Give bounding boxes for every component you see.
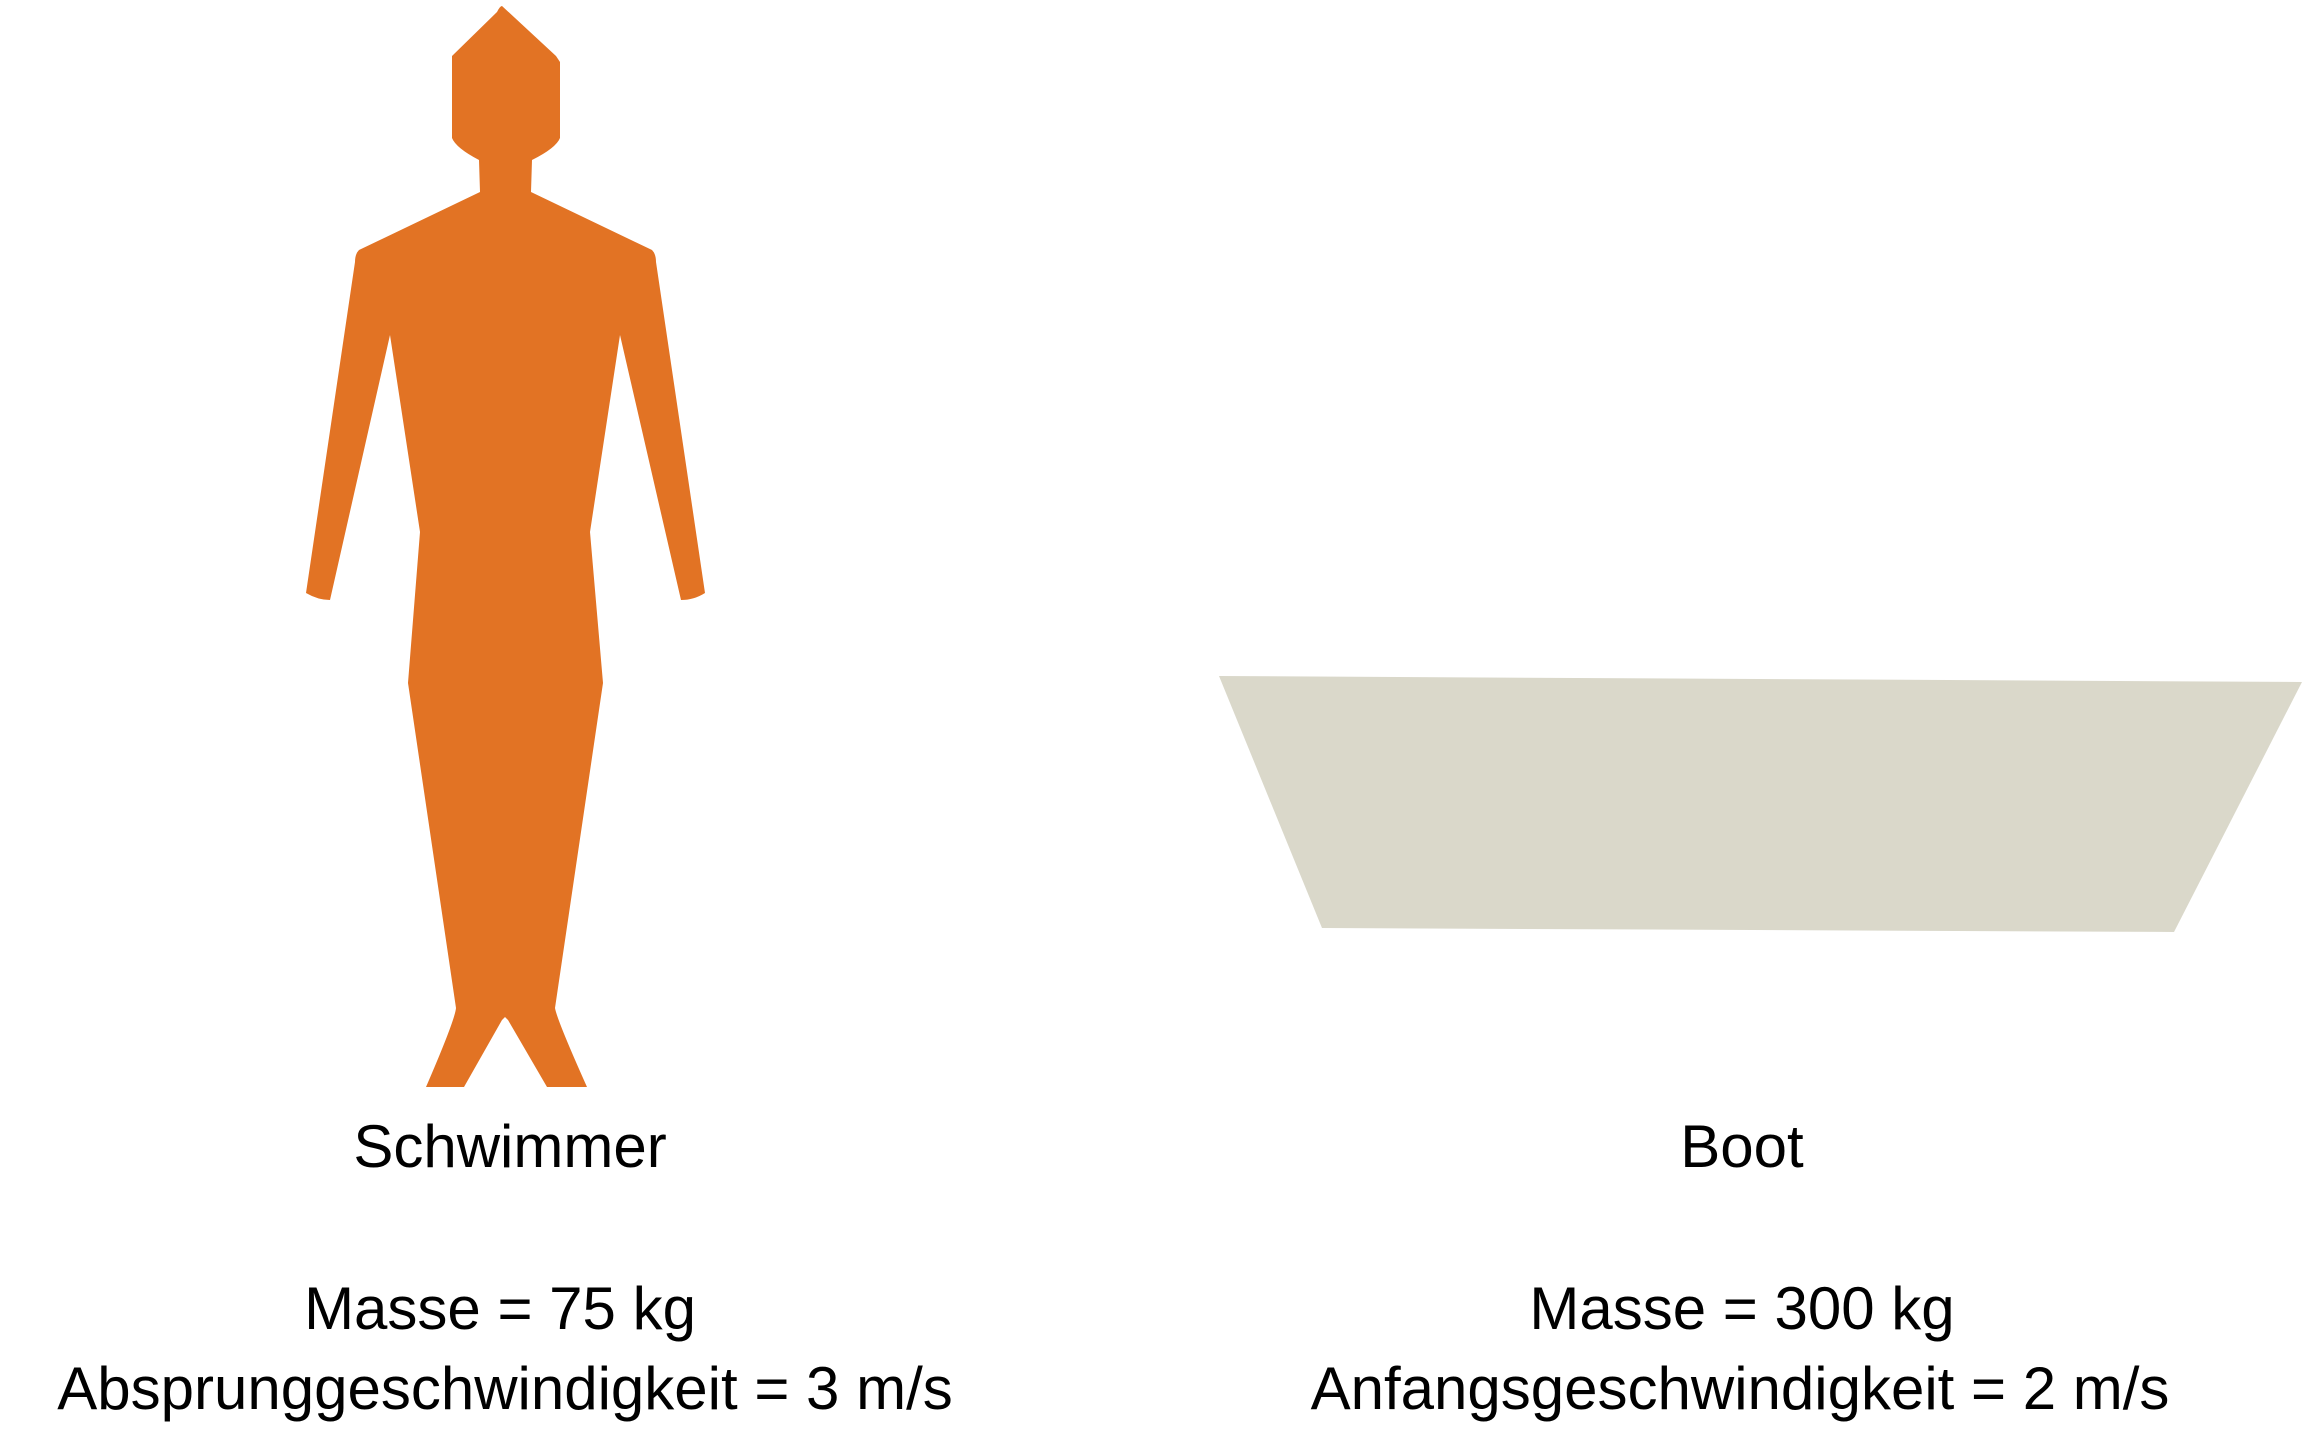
boat-mass-text: Masse = 300 kg bbox=[1529, 1275, 1955, 1342]
swimmer-mass-text: Masse = 75 kg bbox=[304, 1275, 696, 1342]
swimmer-silhouette-icon bbox=[306, 6, 705, 1087]
boat-hull-icon bbox=[1219, 676, 2302, 932]
swimmer-velocity-text: Absprunggeschwindigkeit = 3 m/s bbox=[57, 1355, 953, 1422]
swimmer-label: Schwimmer bbox=[353, 1113, 667, 1180]
boat-velocity-text: Anfangsgeschwindigkeit = 2 m/s bbox=[1310, 1355, 2170, 1422]
boat-label: Boot bbox=[1680, 1113, 1804, 1180]
